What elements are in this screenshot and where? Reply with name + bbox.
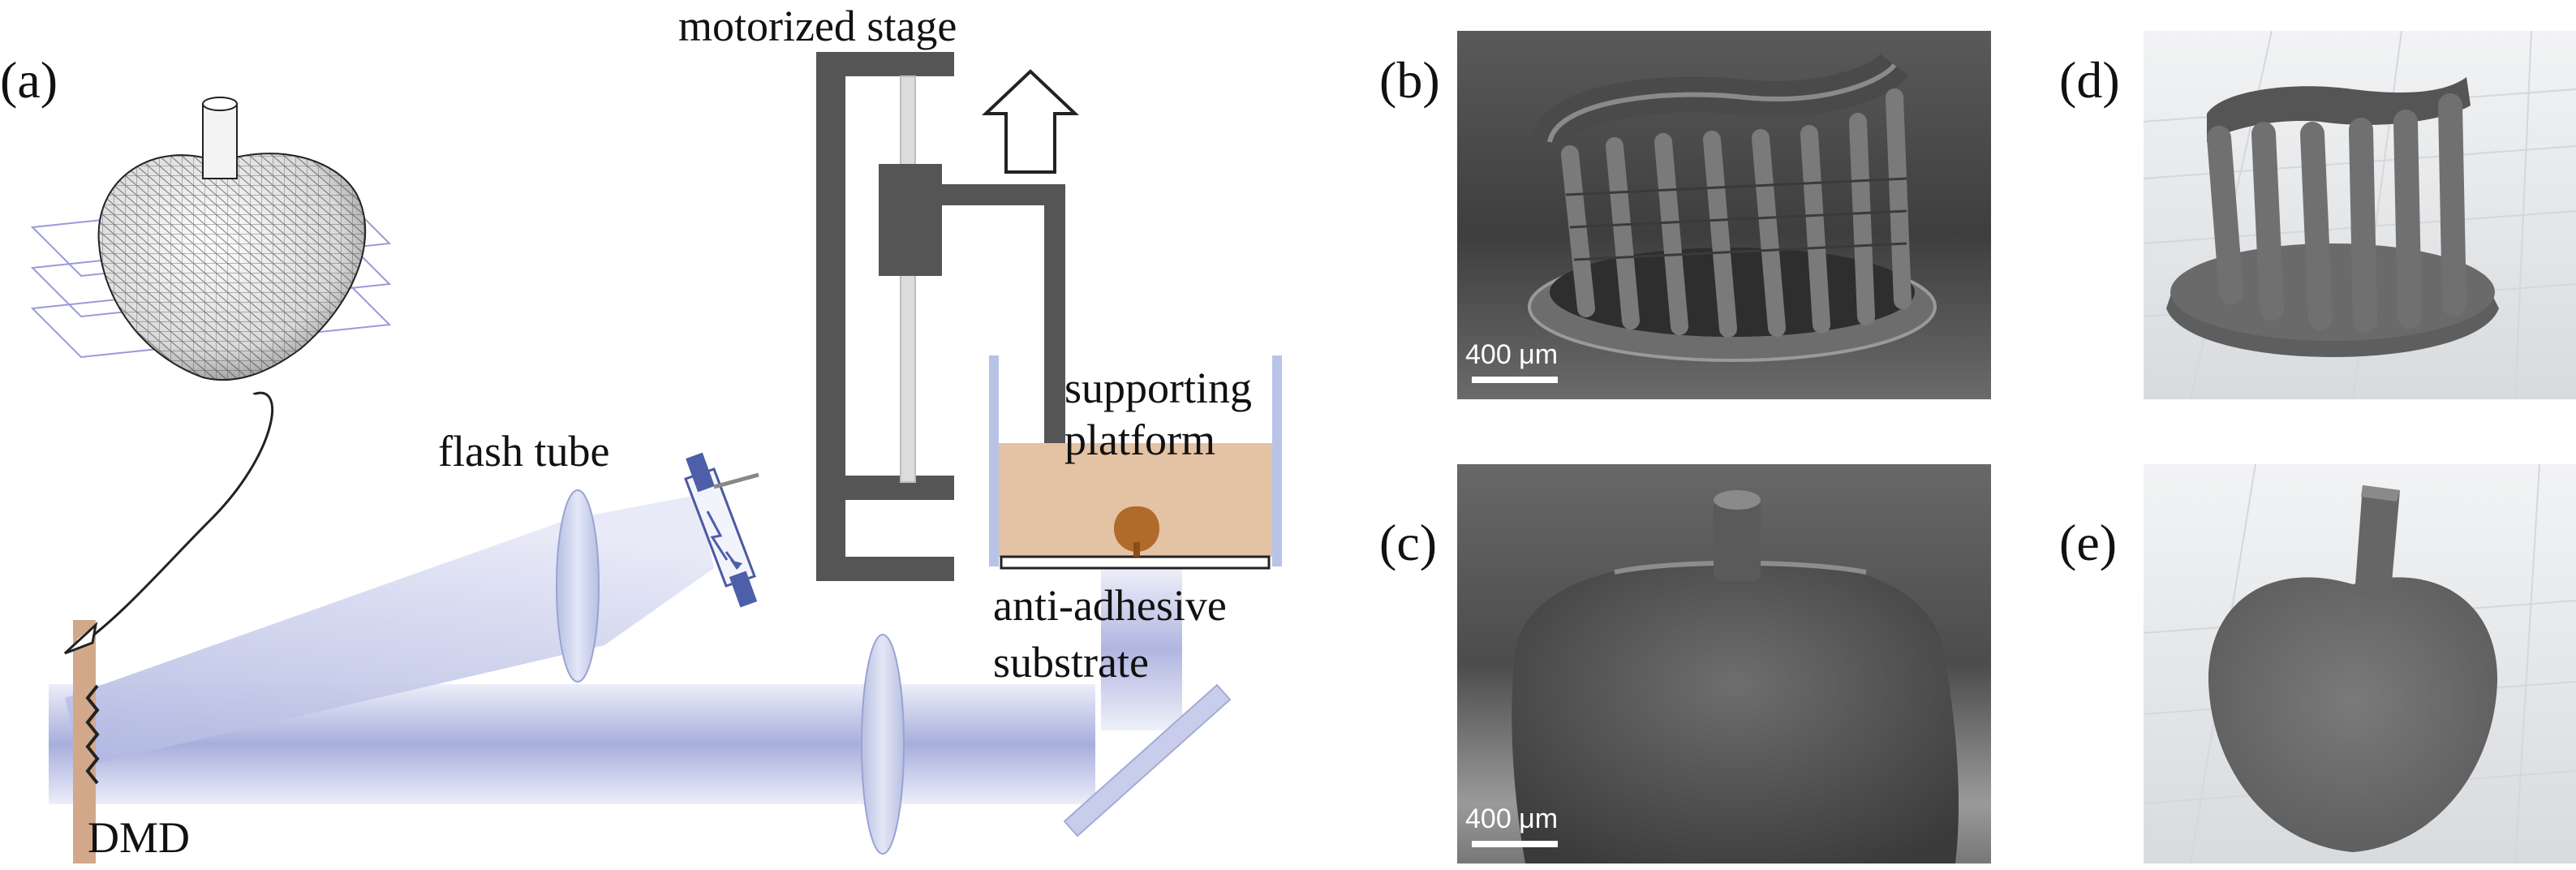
- motorized-stage: [816, 52, 1236, 581]
- label-substrate: substrate: [993, 638, 1149, 687]
- mirror: [1063, 683, 1232, 838]
- sem-apple: [1512, 490, 1959, 864]
- panel-e-letter: (e): [2059, 514, 2117, 571]
- panel-c-letter: (c): [1379, 514, 1437, 571]
- panel-a-letter: (a): [0, 51, 58, 109]
- render-scaffold: [2166, 77, 2499, 357]
- dmd-mirrors: [85, 684, 100, 785]
- panel-e: (e): [2059, 463, 2576, 864]
- panel-d-letter: (d): [2059, 51, 2120, 109]
- scale-bar-c: [1472, 841, 1558, 847]
- label-supporting: supporting: [1064, 364, 1252, 412]
- panel-b-letter: (b): [1379, 51, 1440, 109]
- apple-wireframe: [30, 97, 392, 655]
- scale-bar-b: [1472, 377, 1558, 383]
- scale-label-b: 400 μm: [1465, 339, 1558, 370]
- label-motorized-stage: motorized stage: [678, 2, 957, 50]
- label-platform: platform: [1064, 416, 1215, 464]
- panel-a: (a) motorized stage supporting platform …: [0, 2, 1282, 864]
- converging-beam: [884, 684, 1095, 804]
- label-anti-adhesive: anti-adhesive: [993, 581, 1227, 630]
- lens-upper: [556, 489, 600, 683]
- scale-label-c: 400 μm: [1465, 803, 1558, 834]
- anti-adhesive-substrate: [1000, 555, 1271, 570]
- label-flash-tube: flash tube: [438, 427, 609, 476]
- vertical-beam: [1101, 568, 1182, 730]
- render-apple: [2208, 485, 2498, 852]
- printed-apple: [1114, 506, 1159, 552]
- up-arrow: [981, 69, 1080, 174]
- label-dmd: DMD: [88, 813, 190, 862]
- sem-scaffold: [1528, 53, 1937, 362]
- resin-vat: [989, 355, 1282, 570]
- panel-c: (c) 400 μm: [1379, 464, 1991, 864]
- panel-b: (b) 400 μm: [1379, 31, 1991, 399]
- flash-tube: [684, 452, 759, 608]
- panel-d: (d): [2059, 30, 2576, 400]
- lens-lower: [861, 634, 905, 855]
- flash-beam: [65, 495, 714, 767]
